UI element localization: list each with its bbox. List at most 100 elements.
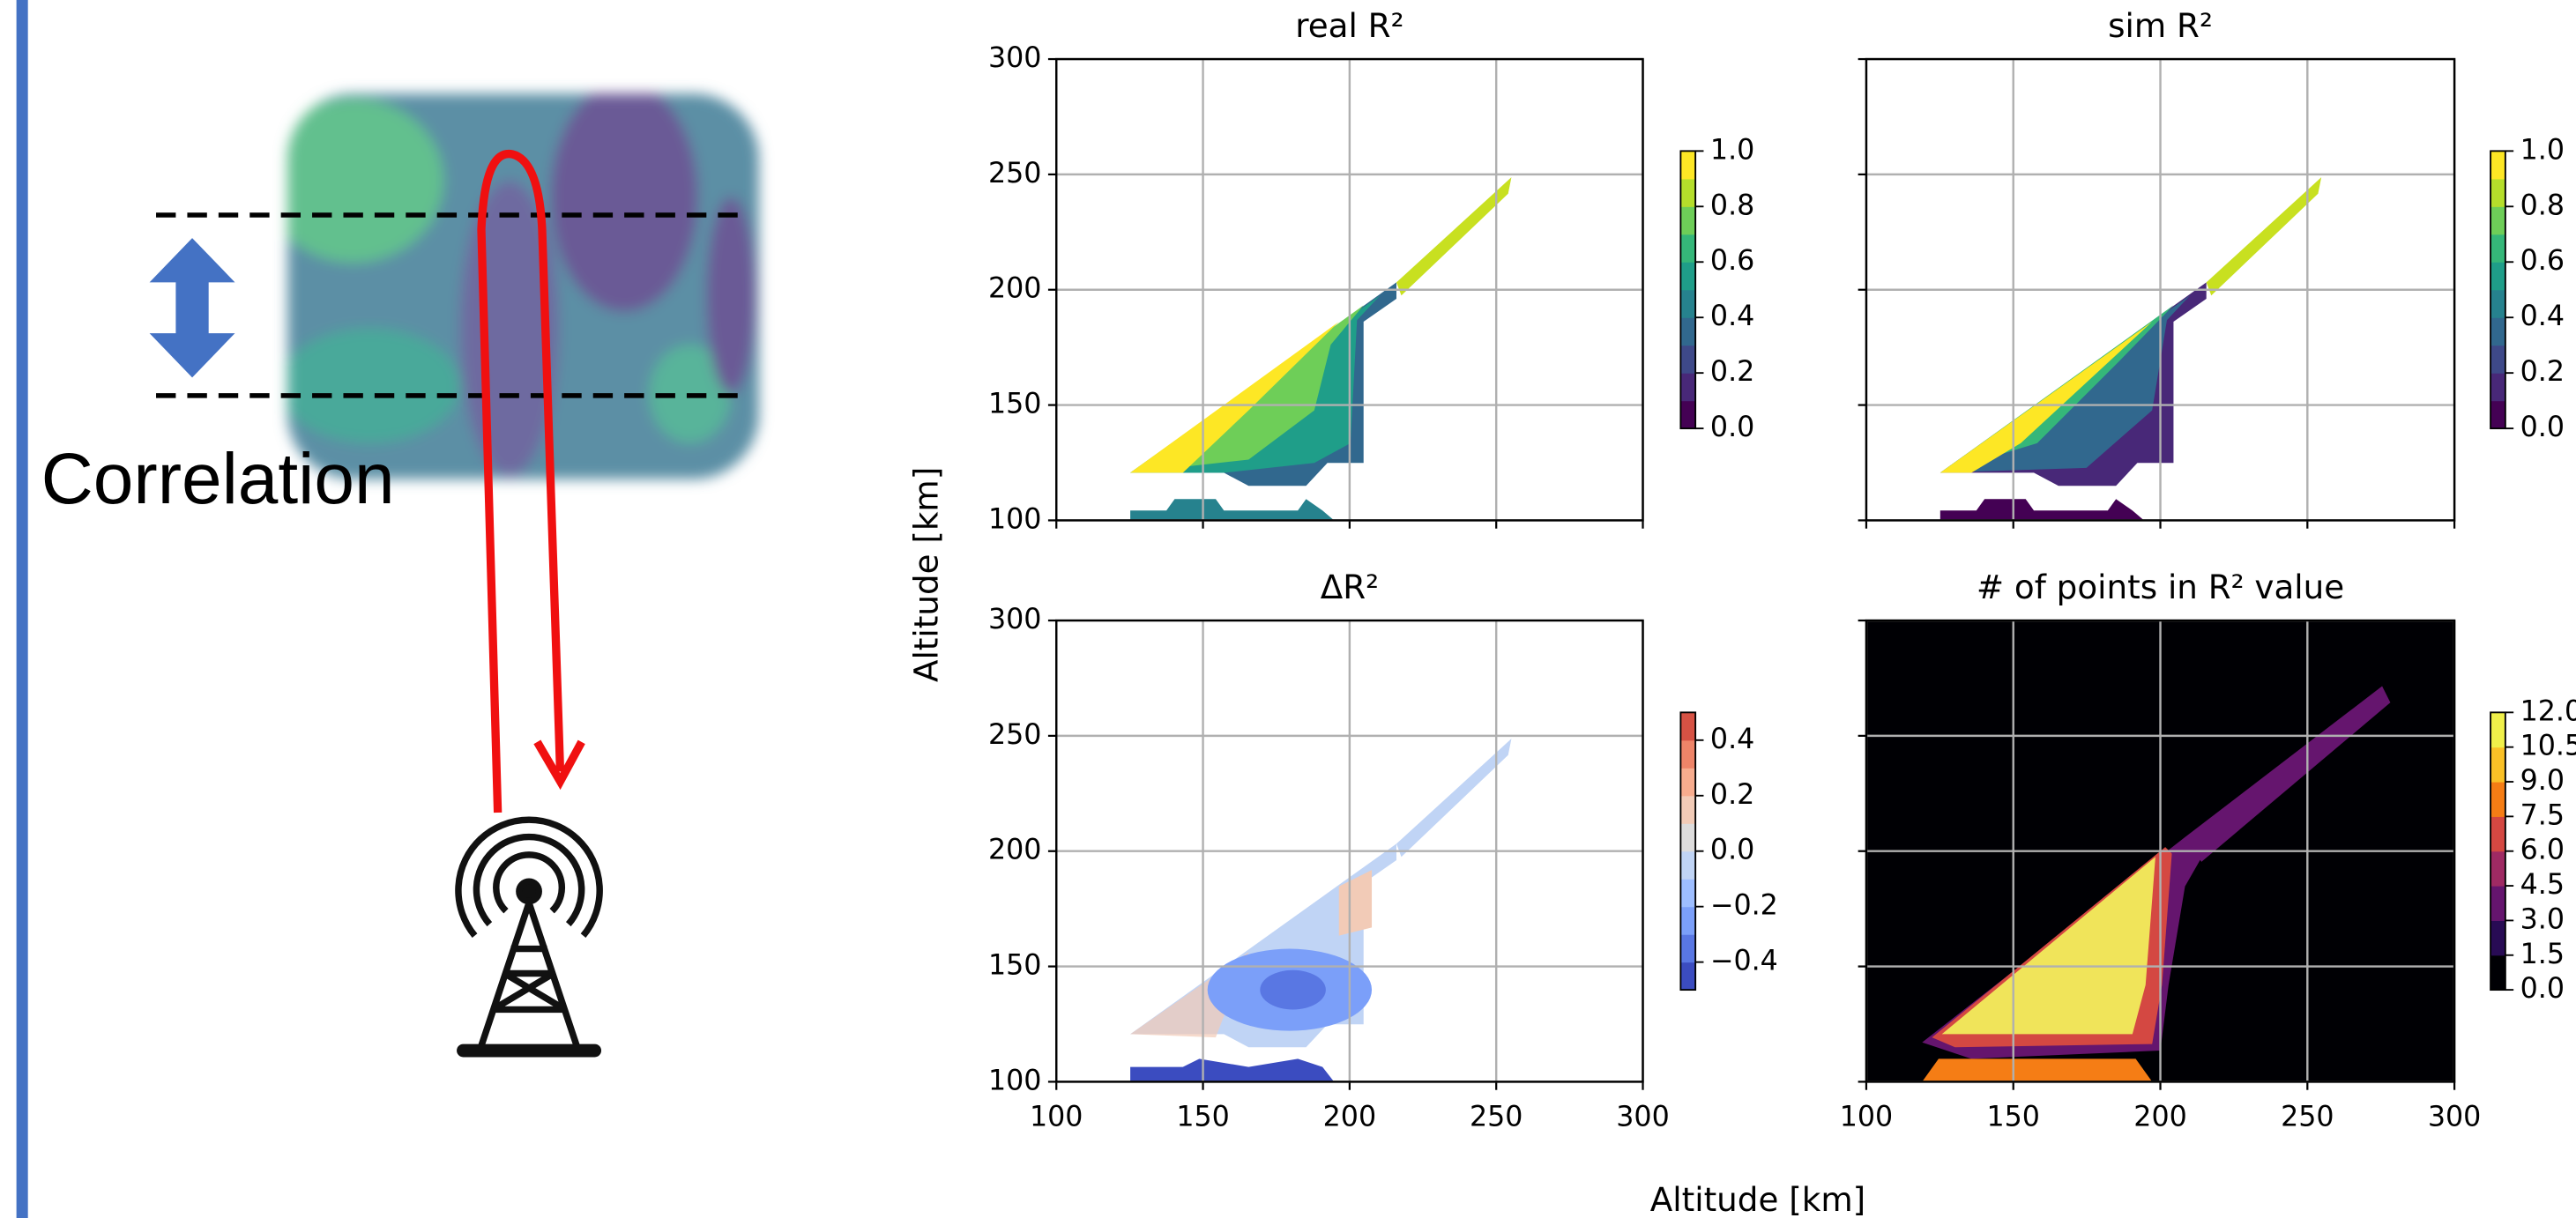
colorbar-tick-label: 1.5	[2520, 939, 2565, 970]
colorbar-band	[2490, 206, 2505, 235]
colorbar-tick-label: 10.5	[2520, 731, 2576, 762]
y-axis-label: Altitude [km]	[906, 467, 945, 682]
colorbar-band	[1680, 823, 1696, 852]
colorbar-tick-label: 0.0	[2520, 973, 2565, 1005]
arrow-head	[533, 739, 585, 791]
panel-title: ΔR²	[1321, 568, 1379, 606]
colorbar-frame	[1679, 150, 1697, 430]
x-tick-label: 100	[1840, 1101, 1893, 1133]
colorbar-tick-label: 1.0	[2520, 134, 2565, 166]
colorbar-band	[1680, 345, 1696, 374]
axes-frame	[1865, 619, 2456, 1083]
colorbar-tick-label: 12.0	[2520, 695, 2576, 727]
contour-fill	[1130, 177, 2455, 1082]
panel-title: real R²	[1295, 6, 1403, 45]
panel-title: # of points in R² value	[1977, 568, 2344, 606]
colorbar-band	[1680, 262, 1696, 291]
colorbar-tick-label: 4.5	[2520, 869, 2565, 901]
antenna-icon	[455, 816, 603, 1058]
colorbar-band	[1680, 879, 1696, 908]
colorbar-band	[1680, 234, 1696, 263]
panel-title: sim R²	[2108, 6, 2213, 45]
colorbar-tick-label: 0.8	[2520, 189, 2565, 221]
colorbar-tick-label: 0.6	[2520, 245, 2565, 277]
colorbar-band	[1680, 962, 1696, 991]
colorbar-band	[2490, 234, 2505, 263]
x-tick-label: 300	[1616, 1101, 1669, 1133]
colorbar-tick-label: 9.0	[2520, 765, 2565, 797]
y-tick-label: 100	[988, 1065, 1041, 1096]
colorbar-band	[1680, 373, 1696, 402]
y-tick-label: 150	[988, 389, 1041, 420]
colorbar-band	[1680, 151, 1696, 180]
colorbar-band	[2490, 850, 2505, 887]
colorbar-band	[1680, 850, 1696, 880]
colorbar-tick-label: 0.4	[1710, 301, 1754, 332]
colorbar-band	[1680, 768, 1696, 797]
colorbar-band	[2490, 400, 2505, 429]
colorbar-tick-label: 3.0	[2520, 903, 2565, 935]
colorbar-band	[1680, 795, 1696, 824]
colorbar-tick-label: 0.2	[1710, 779, 1754, 811]
colorbar-band	[1680, 906, 1696, 935]
colorbar-band	[2490, 373, 2505, 402]
y-tick-label: 100	[988, 503, 1041, 535]
colorbar-band	[1680, 289, 1696, 318]
colorbar-band	[2490, 816, 2505, 852]
colorbar-tick-label: 0.0	[1710, 412, 1754, 443]
y-tick-label: 200	[988, 835, 1041, 866]
colorbar-tick-label: −0.4	[1710, 946, 1778, 977]
colorbar-tick-label: 0.4	[1710, 724, 1754, 755]
colorbar-tick-label: 1.0	[1710, 134, 1754, 166]
colorbar-tick-label: 0.0	[2520, 412, 2565, 443]
x-tick-label: 300	[2428, 1101, 2481, 1133]
x-axis-label: Altitude [km]	[1650, 1180, 1865, 1218]
colorbar-band	[2490, 262, 2505, 291]
diagram-label: Correlation	[41, 439, 395, 519]
axes-frame	[1865, 57, 2456, 522]
colorbar-band	[2490, 345, 2505, 374]
y-tick-label: 250	[988, 719, 1041, 751]
colorbar-tick-label: 0.2	[1710, 356, 1754, 388]
x-tick-label: 200	[1323, 1101, 1376, 1133]
contour-illustration	[287, 93, 759, 479]
colorbar-band	[1680, 317, 1696, 346]
y-tick-label: 150	[988, 950, 1041, 982]
colorbar-band	[2490, 954, 2505, 991]
axes-frame	[1055, 57, 1644, 522]
side-bar	[16, 0, 28, 1218]
colorbar-band	[2490, 178, 2505, 207]
colorbar-tick-label: 0.4	[2520, 301, 2565, 332]
x-tick-label: 100	[1030, 1101, 1083, 1133]
colorbar-tick-label: 6.0	[2520, 835, 2565, 866]
colorbar-tick-label: −0.2	[1710, 890, 1778, 922]
colorbar-band	[2490, 712, 2505, 748]
x-tick-label: 250	[2281, 1101, 2334, 1133]
colorbar-band	[2490, 746, 2505, 783]
y-tick-label: 300	[988, 604, 1041, 635]
colorbar-tick-label: 0.6	[1710, 245, 1754, 277]
colorbar-frame	[2490, 150, 2506, 430]
colorbar-band	[1680, 712, 1696, 741]
y-tick-label: 200	[988, 273, 1041, 305]
colorbar-band	[1680, 206, 1696, 235]
x-tick-label: 200	[2133, 1101, 2186, 1133]
colorbar-band	[2490, 317, 2505, 346]
colorbar-tick-label: 0.0	[1710, 835, 1754, 866]
colorbar-tick-label: 0.2	[2520, 356, 2565, 388]
colorbar-band	[1680, 400, 1696, 429]
colorbar-band	[2490, 289, 2505, 318]
double-arrow	[149, 238, 235, 378]
colorbar-band	[2490, 920, 2505, 956]
colorbar-band	[2490, 151, 2505, 180]
x-tick-label: 150	[1987, 1101, 2040, 1133]
signal-path	[477, 149, 565, 813]
x-tick-label: 250	[1470, 1101, 1523, 1133]
colorbar-band	[1680, 178, 1696, 207]
y-tick-label: 300	[988, 42, 1041, 74]
colorbar-tick-label: 0.8	[1710, 189, 1754, 221]
y-tick-label: 250	[988, 158, 1041, 189]
colorbar-band	[2490, 886, 2505, 921]
